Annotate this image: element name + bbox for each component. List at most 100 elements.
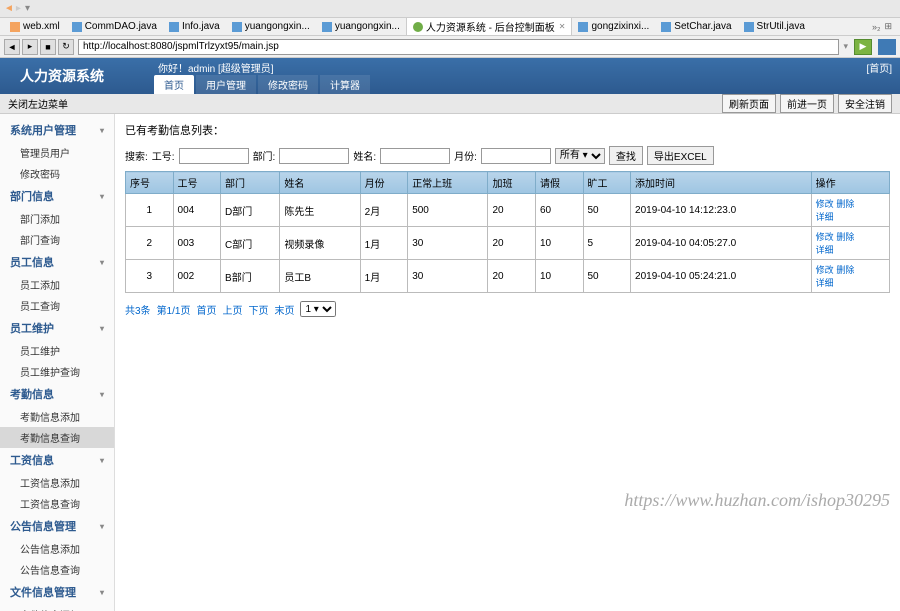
menu-item[interactable]: 员工查询 [0, 295, 114, 316]
tab-close-icon[interactable]: ✕ [559, 22, 566, 31]
menu-group-title[interactable]: 部门信息▾ [0, 184, 114, 208]
page-select[interactable]: 1 ▾ [300, 301, 336, 317]
toolbar-button[interactable]: 前进一页 [780, 94, 834, 113]
nav-tab[interactable]: 计算器 [320, 75, 370, 94]
close-sidebar-link[interactable]: 关闭左边菜单 [8, 96, 68, 111]
menu-item[interactable]: 文件信息添加 [0, 604, 114, 611]
data-table: 序号工号部门姓名月份正常上班加班请假旷工添加时间操作1004D部门陈先生2月50… [125, 171, 890, 293]
editor-tab[interactable]: yuangongxin... [226, 18, 316, 35]
java-icon [72, 22, 82, 32]
url-go-btn[interactable]: ▶ [854, 39, 872, 55]
table-ops: 修改 删除详细 [811, 227, 889, 260]
menu-item[interactable]: 员工添加 [0, 274, 114, 295]
search-input[interactable] [279, 148, 349, 164]
delete-link[interactable]: 删除 [836, 265, 854, 275]
search-button[interactable]: 查找 [609, 146, 643, 165]
editor-tab[interactable]: gongzixinxi... [572, 18, 655, 35]
table-cell: 50 [583, 194, 631, 227]
table-header: 月份 [360, 172, 408, 194]
nav-tab[interactable]: 用户管理 [196, 75, 256, 94]
page-link[interactable]: 下页 [248, 302, 268, 317]
search-select[interactable]: 所有 ▾ [555, 148, 605, 164]
search-input[interactable] [380, 148, 450, 164]
edit-link[interactable]: 修改 [816, 232, 834, 242]
table-header: 请假 [535, 172, 583, 194]
menu-item[interactable]: 管理员用户 [0, 142, 114, 163]
detail-link[interactable]: 详细 [816, 278, 834, 288]
page-info: 第1/1页 [157, 302, 191, 317]
table-cell: 20 [488, 227, 536, 260]
chevron-down-icon: ▾ [100, 258, 104, 267]
search-input[interactable] [481, 148, 551, 164]
table-cell: 1 [126, 194, 174, 227]
app-logo: 人力资源系统 [0, 66, 150, 86]
nav-tab[interactable]: 首页 [154, 75, 194, 94]
home-link[interactable]: [首页] [866, 60, 892, 75]
editor-tab[interactable]: 人力资源系统 - 后台控制面板✕ [406, 18, 573, 35]
export-button[interactable]: 导出EXCEL [647, 146, 714, 165]
menu-item[interactable]: 员工维护查询 [0, 361, 114, 382]
chevron-down-icon: ▾ [100, 588, 104, 597]
search-input[interactable] [179, 148, 249, 164]
table-header: 部门 [221, 172, 280, 194]
editor-tab[interactable]: SetChar.java [655, 18, 737, 35]
table-ops: 修改 删除详细 [811, 194, 889, 227]
table-cell: B部门 [221, 260, 280, 293]
editor-tab[interactable]: web.xml [4, 18, 66, 35]
nav-fwd-icon[interactable]: ▸ [16, 3, 21, 14]
menu-item[interactable]: 部门添加 [0, 208, 114, 229]
url-stop-btn[interactable]: ■ [40, 39, 56, 55]
page-link[interactable]: 末页 [274, 302, 294, 317]
menu-item[interactable]: 工资信息添加 [0, 472, 114, 493]
menu-item[interactable]: 公告信息查询 [0, 559, 114, 580]
table-cell: 3 [126, 260, 174, 293]
menu-item[interactable]: 员工维护 [0, 340, 114, 361]
editor-tab[interactable]: CommDAO.java [66, 18, 163, 35]
menu-group-title[interactable]: 文件信息管理▾ [0, 580, 114, 604]
java-icon [322, 22, 332, 32]
menu-item[interactable]: 工资信息查询 [0, 493, 114, 514]
url-input[interactable] [78, 39, 839, 55]
menu-group-title[interactable]: 考勤信息▾ [0, 382, 114, 406]
java-icon [232, 22, 242, 32]
search-label: 搜索: [125, 148, 148, 163]
web-icon [413, 22, 423, 32]
page-link[interactable]: 上页 [222, 302, 242, 317]
menu-group-title[interactable]: 员工信息▾ [0, 250, 114, 274]
table-cell: 2019-04-10 05:24:21.0 [631, 260, 812, 293]
edit-link[interactable]: 修改 [816, 199, 834, 209]
pagination: 共3条 第1/1页 首页 上页 下页 末页 1 ▾ [125, 301, 890, 317]
editor-tab[interactable]: StrUtil.java [738, 18, 811, 35]
menu-item[interactable]: 修改密码 [0, 163, 114, 184]
url-fwd-btn[interactable]: ▸ [22, 39, 38, 55]
menu-group-title[interactable]: 公告信息管理▾ [0, 514, 114, 538]
delete-link[interactable]: 删除 [836, 232, 854, 242]
chevron-down-icon: ▾ [100, 324, 104, 333]
table-cell: 20 [488, 194, 536, 227]
toolbar-button[interactable]: 刷新页面 [722, 94, 776, 113]
editor-tab[interactable]: yuangongxin... [316, 18, 406, 35]
menu-item[interactable]: 部门查询 [0, 229, 114, 250]
url-back-btn[interactable]: ◄ [4, 39, 20, 55]
table-cell: 20 [488, 260, 536, 293]
menu-group-title[interactable]: 工资信息▾ [0, 448, 114, 472]
detail-link[interactable]: 详细 [816, 212, 834, 222]
welcome-text: 你好！admin [超级管理员] [158, 60, 274, 75]
editor-tabs: web.xmlCommDAO.javaInfo.javayuangongxin.… [0, 18, 900, 36]
url-refresh-btn[interactable]: ↻ [58, 39, 74, 55]
nav-tab[interactable]: 修改密码 [258, 75, 318, 94]
delete-link[interactable]: 删除 [836, 199, 854, 209]
toolbar-button[interactable]: 安全注销 [838, 94, 892, 113]
menu-group-title[interactable]: 系统用户管理▾ [0, 118, 114, 142]
menu-item[interactable]: 公告信息添加 [0, 538, 114, 559]
menu-item[interactable]: 考勤信息添加 [0, 406, 114, 427]
menu-item[interactable]: 考勤信息查询 [0, 427, 114, 448]
table-header: 加班 [488, 172, 536, 194]
editor-tab[interactable]: Info.java [163, 18, 226, 35]
detail-link[interactable]: 详细 [816, 245, 834, 255]
edit-link[interactable]: 修改 [816, 265, 834, 275]
page-link[interactable]: 首页 [196, 302, 216, 317]
nav-back-icon[interactable]: ◄ [4, 3, 14, 14]
url-end-icon [878, 39, 896, 55]
menu-group-title[interactable]: 员工维护▾ [0, 316, 114, 340]
